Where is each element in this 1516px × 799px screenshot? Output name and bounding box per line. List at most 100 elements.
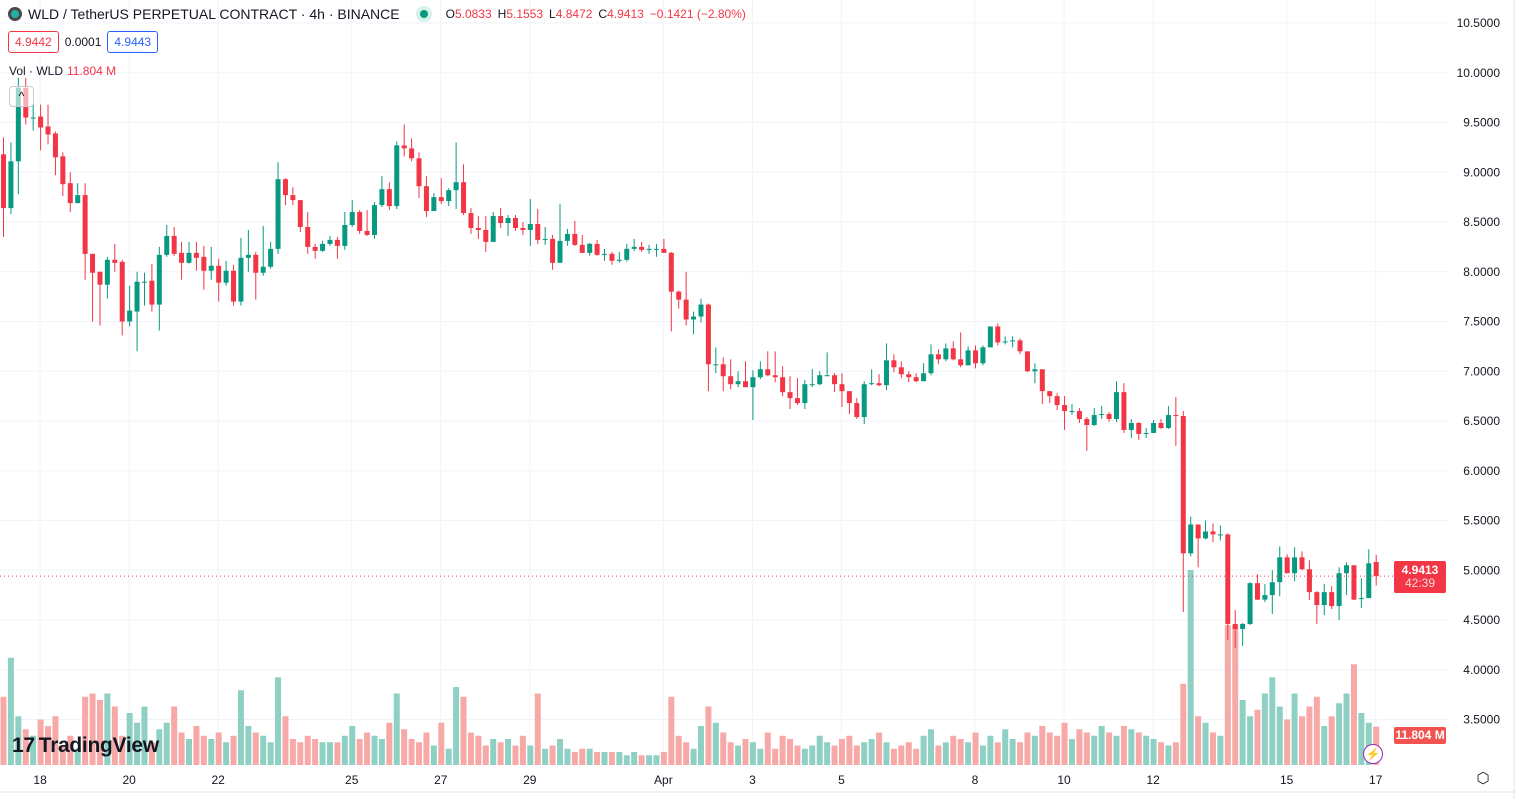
volume-bar — [1009, 739, 1016, 765]
candle — [1217, 525, 1223, 541]
volume-bar — [883, 742, 890, 765]
time-tick-label: 15 — [1280, 773, 1294, 787]
price-tick-label: 7.0000 — [1463, 364, 1500, 378]
candle — [676, 290, 682, 309]
candle — [275, 162, 281, 254]
volume-bar — [950, 735, 957, 765]
buy-button[interactable]: 4.9443 — [107, 31, 159, 53]
candle-body — [958, 359, 964, 366]
volume-bar — [913, 748, 920, 765]
candle — [416, 152, 422, 199]
candle — [52, 131, 58, 176]
candle — [839, 373, 845, 408]
candle — [238, 237, 244, 306]
candle — [765, 351, 771, 377]
volume-bar — [1358, 713, 1365, 765]
candle — [282, 178, 288, 206]
volume-bar — [304, 735, 311, 765]
candle-body — [1024, 351, 1030, 372]
candle-body — [305, 226, 311, 247]
volume-bar — [193, 726, 200, 765]
volume-bar — [920, 735, 927, 765]
candle — [1076, 408, 1082, 423]
candle — [639, 241, 645, 252]
candle — [1277, 546, 1283, 597]
volume-bar — [1076, 729, 1083, 765]
volume-label[interactable]: Vol · WLD — [9, 64, 64, 78]
volume-bar — [675, 735, 682, 765]
candle-body — [483, 229, 489, 242]
time-axis[interactable]: 18 20 22 25 27 29 Apr 3 5 8 10 12 15 17 — [33, 773, 1382, 787]
candle — [1143, 427, 1149, 438]
candle — [1292, 547, 1298, 582]
volume-bar — [282, 716, 289, 765]
volume-bar — [631, 752, 638, 765]
lightning-icon[interactable]: ⚡ — [1363, 744, 1383, 764]
volume-bar — [1135, 732, 1142, 765]
candle-body — [468, 213, 474, 228]
bid-ask: 4.9442 0.0001 4.9443 — [8, 31, 159, 53]
symbol-title[interactable]: WLD / TetherUS PERPETUAL CONTRACT · 4h ·… — [28, 6, 400, 22]
candle — [1158, 419, 1164, 429]
tradingview-logo[interactable]: 17 TradingView — [12, 734, 159, 758]
time-tick-label: 20 — [122, 773, 136, 787]
volume-bar — [82, 696, 89, 765]
volume-bar — [942, 742, 949, 765]
volume-bar — [623, 755, 630, 765]
candle — [1262, 584, 1268, 603]
settings-gear-icon[interactable]: ⬡ — [1476, 770, 1490, 787]
tradingview-logo-icon: 17 — [12, 734, 35, 757]
volume-bar — [1321, 726, 1328, 765]
candle — [394, 141, 400, 210]
candle — [1032, 363, 1038, 384]
time-tick-label: 25 — [345, 773, 359, 787]
volume-bar — [690, 748, 697, 765]
candle-body — [772, 375, 778, 378]
candle — [104, 256, 110, 299]
candle — [127, 285, 133, 327]
volume-bar — [445, 748, 452, 765]
candle-body — [802, 384, 808, 404]
candle — [1203, 520, 1209, 540]
candle-body — [1128, 422, 1134, 430]
candle-body — [438, 197, 444, 202]
candle-body — [646, 248, 652, 250]
candle-body — [401, 145, 407, 149]
candle — [90, 253, 96, 322]
price-tick-label: 6.0000 — [1463, 464, 1500, 478]
candle — [950, 341, 956, 361]
open-label: O — [445, 7, 455, 21]
candle-body — [60, 156, 66, 185]
collapse-legend-button[interactable]: ^ — [9, 86, 34, 107]
candle-body — [557, 240, 563, 263]
candle-body — [780, 377, 786, 393]
candle-body — [1240, 623, 1246, 629]
candle — [1047, 391, 1053, 404]
candle — [943, 343, 949, 362]
candle-body — [883, 360, 889, 386]
candle-body — [995, 326, 1001, 343]
sell-button[interactable]: 4.9442 — [8, 31, 59, 53]
volume-bar — [660, 752, 667, 765]
candle-body — [431, 197, 437, 212]
candle-body — [134, 281, 140, 312]
candle — [179, 241, 185, 280]
candle — [928, 344, 934, 376]
candle — [958, 332, 964, 368]
price-axis[interactable]: 10.5000 10.0000 9.5000 9.0000 8.5000 8.0000 7.… — [1457, 16, 1501, 727]
volume-bar — [1247, 716, 1254, 765]
time-tick-label: 12 — [1146, 773, 1160, 787]
candle — [364, 210, 370, 236]
bar-countdown: 42:39 — [1404, 576, 1436, 590]
volume-bar — [245, 726, 252, 765]
volume-bar — [979, 745, 986, 765]
candle — [1084, 417, 1090, 451]
volume-bar — [1068, 739, 1075, 765]
volume-bar — [571, 752, 578, 765]
volume-bar — [1202, 722, 1209, 765]
candle — [995, 323, 1001, 346]
volume-bar — [1313, 696, 1320, 765]
volume-bar — [1209, 732, 1216, 765]
candle — [327, 235, 333, 246]
